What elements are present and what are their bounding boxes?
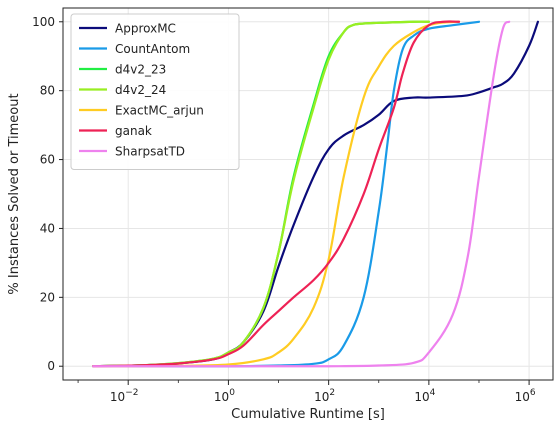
plot-frame (62, 7, 554, 381)
x-tick-label: 10−2 (110, 388, 139, 404)
y-axis-label: % Instances Solved or Timeout (7, 93, 22, 294)
legend-label-ganak: ganak (115, 124, 152, 138)
x-axis-label: Cumulative Runtime [s] (231, 407, 385, 422)
legend-label-approxmc: ApproxMC (115, 22, 176, 36)
x-tick-label: 104 (414, 388, 435, 404)
y-tick-label: 40 (40, 221, 55, 235)
legend-label-d4v2-24: d4v2_24 (115, 83, 166, 97)
legend-label-sharpsattd: SharpsatTD (115, 145, 185, 159)
x-tick-label: 102 (314, 388, 335, 404)
legend: ApproxMC CountAntom d4v2_23 d4v2_24 ExactMC_… (70, 13, 240, 170)
legend-box (70, 13, 240, 170)
legend-label-exactmc-arjun: ExactMC_arjun (115, 104, 204, 118)
series-line-exactmc-arjun (92, 20, 461, 368)
series-line-sharpsattd (92, 20, 511, 368)
y-tick-label: 100 (32, 15, 55, 29)
y-tick-label: 60 (40, 153, 55, 167)
y-tick-label: 80 (40, 84, 55, 98)
axis-ticks: 0 20 40 60 80 100 10−2 100 102 104 106 (32, 15, 536, 404)
y-tick-label: 20 (40, 290, 55, 304)
legend-label-d4v2-23: d4v2_23 (115, 63, 166, 77)
x-tick-label: 100 (214, 388, 235, 404)
legend-label-countantom: CountAntom (115, 42, 190, 56)
y-tick-label: 0 (47, 359, 55, 373)
series-line-ganak (92, 20, 461, 368)
series-lines (92, 20, 540, 368)
x-tick-label: 106 (515, 388, 536, 404)
